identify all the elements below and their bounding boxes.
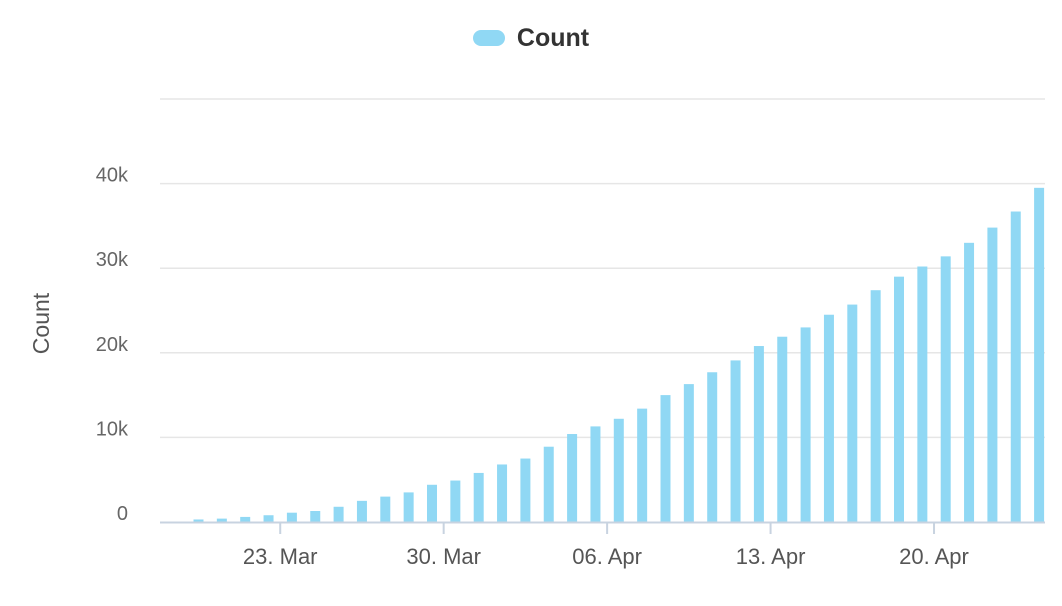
bar <box>730 360 741 522</box>
bar <box>473 472 484 522</box>
x-tick-label: 30. Mar <box>406 544 481 569</box>
bar <box>800 327 811 522</box>
bar <box>497 464 508 522</box>
axis-labels: 0 10k 20k 30k 40k Count 23. Mar 30. Mar 06. Apr 1… <box>28 165 969 569</box>
bar <box>823 314 834 522</box>
bar <box>894 276 904 522</box>
y-tick-label: 0 <box>117 503 128 525</box>
bar <box>940 256 951 522</box>
bar <box>637 408 648 522</box>
bar <box>964 242 975 522</box>
bar <box>1010 211 1021 522</box>
bar <box>333 506 344 522</box>
bar <box>356 500 367 522</box>
bar <box>683 384 694 522</box>
legend-label: Count <box>516 23 590 52</box>
y-tick-label: 20k <box>96 334 129 356</box>
legend[interactable]: Count <box>0 22 1062 54</box>
bar <box>310 511 321 522</box>
y-axis-title: Count <box>28 292 54 354</box>
y-tick-label: 10k <box>96 418 129 440</box>
bar <box>286 512 297 522</box>
y-tick-label: 30k <box>96 249 129 271</box>
bar <box>263 515 274 522</box>
x-tick-label: 23. Mar <box>243 544 318 569</box>
bar <box>380 496 391 522</box>
bar <box>847 304 858 522</box>
legend-swatch <box>472 30 505 46</box>
bar <box>543 446 554 522</box>
bar <box>450 480 461 522</box>
bar <box>427 484 437 522</box>
bar <box>987 227 998 523</box>
y-tick-label: 40k <box>96 165 129 187</box>
bar <box>567 434 578 522</box>
bar <box>613 418 624 522</box>
bar <box>777 336 788 522</box>
x-axis <box>160 521 1045 534</box>
bars <box>193 187 1045 523</box>
bar <box>1034 187 1045 522</box>
x-tick-label: 13. Apr <box>736 544 806 569</box>
bar <box>520 458 531 522</box>
bar <box>707 372 718 522</box>
bar <box>590 426 601 522</box>
bar <box>660 395 671 522</box>
bar <box>753 346 764 522</box>
bar <box>240 516 251 522</box>
bar <box>870 290 881 522</box>
gridlines <box>160 98 1045 439</box>
bar <box>193 519 204 522</box>
x-tick-label: 06. Apr <box>572 544 642 569</box>
x-tick-label: 20. Apr <box>899 544 969 569</box>
bar <box>403 492 414 522</box>
bar <box>917 266 928 522</box>
bar <box>216 518 227 522</box>
